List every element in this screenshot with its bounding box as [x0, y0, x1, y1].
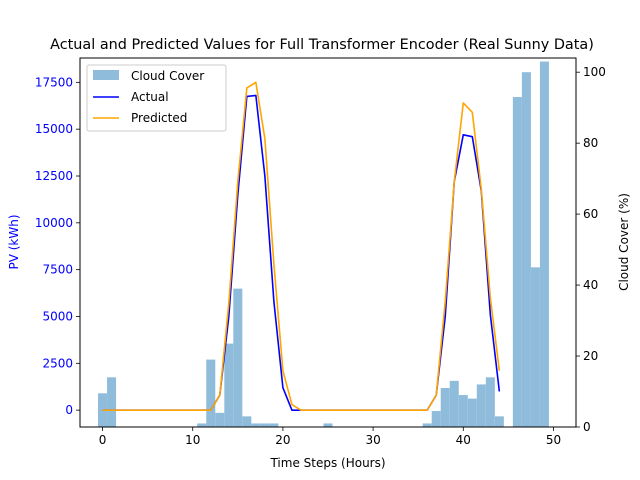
y-left-axis-label: PV (kWh)	[7, 214, 21, 269]
cloud-cover-bar	[215, 412, 225, 427]
cloud-cover-bar	[485, 377, 495, 427]
cloud-cover-bar	[431, 411, 441, 427]
cloud-cover-bar	[323, 423, 333, 427]
x-axis-label: Time Steps (Hours)	[269, 456, 385, 470]
y-right-tick-label: 0	[583, 420, 591, 434]
cloud-cover-bar	[197, 423, 207, 427]
cloud-cover-bar	[530, 267, 540, 427]
cloud-cover-bar	[449, 380, 459, 427]
cloud-cover-bar	[260, 423, 270, 427]
x-tick-label: 40	[456, 433, 471, 447]
y-right-tick-label: 60	[583, 207, 598, 221]
cloud-cover-bar	[521, 72, 531, 427]
cloud-cover-bar	[206, 359, 216, 427]
x-tick-label: 50	[546, 433, 561, 447]
cloud-cover-bar	[467, 398, 477, 427]
y-right-tick-label: 40	[583, 278, 598, 292]
cloud-cover-bar	[242, 416, 252, 427]
cloud-cover-bar	[98, 393, 108, 427]
y-left-tick-label: 17500	[35, 75, 73, 89]
cloud-cover-bar	[512, 97, 522, 428]
x-tick-label: 20	[275, 433, 290, 447]
chart-title: Actual and Predicted Values for Full Tra…	[50, 37, 594, 53]
x-tick-label: 0	[99, 433, 107, 447]
cloud-cover-bar	[539, 61, 549, 428]
legend-label-actual: Actual	[131, 90, 169, 104]
cloud-cover-bar	[269, 423, 279, 427]
y-left-tick-label: 12500	[35, 169, 73, 183]
x-tick-label: 10	[185, 433, 200, 447]
y-right-axis-label: Cloud Cover (%)	[617, 193, 631, 291]
cloud-cover-bar	[224, 343, 234, 427]
y-left-tick-label: 2500	[42, 356, 73, 370]
legend-label-predicted: Predicted	[131, 111, 187, 125]
cloud-cover-bar	[422, 423, 432, 427]
cloud-cover-bar	[440, 387, 450, 427]
legend-swatch-cloud-cover	[93, 70, 119, 80]
series-lines	[102, 81, 501, 411]
x-axis-ticks: 0 10 20 30 40 50	[99, 427, 561, 447]
cloud-cover-bar	[107, 377, 117, 427]
y-left-tick-label: 5000	[42, 309, 73, 323]
y-left-tick-label: 0	[65, 403, 73, 417]
cloud-cover-bar	[233, 288, 243, 427]
y-right-axis-ticks: 0 20 40 60 80 100	[576, 65, 606, 434]
legend: Cloud Cover Actual Predicted	[86, 64, 227, 132]
plot-frame	[79, 57, 577, 428]
x-tick-label: 30	[365, 433, 380, 447]
y-left-tick-label: 15000	[35, 122, 73, 136]
legend-label-cloud-cover: Cloud Cover	[131, 69, 204, 83]
y-left-axis-ticks: 0 2500 5000 7500 10000 12500 15000 17500	[35, 75, 80, 417]
cloud-cover-bar	[494, 416, 504, 427]
y-right-tick-label: 80	[583, 136, 598, 150]
y-left-tick-label: 7500	[42, 263, 73, 277]
cloud-cover-bar	[476, 384, 486, 427]
y-right-tick-label: 20	[583, 349, 598, 363]
predicted-line	[102, 81, 501, 411]
legend-box	[86, 64, 227, 132]
y-right-tick-label: 100	[583, 65, 606, 79]
cloud-cover-bars	[98, 61, 549, 428]
y-left-tick-label: 10000	[35, 216, 73, 230]
cloud-cover-bar	[458, 395, 468, 427]
cloud-cover-bar	[251, 423, 261, 427]
